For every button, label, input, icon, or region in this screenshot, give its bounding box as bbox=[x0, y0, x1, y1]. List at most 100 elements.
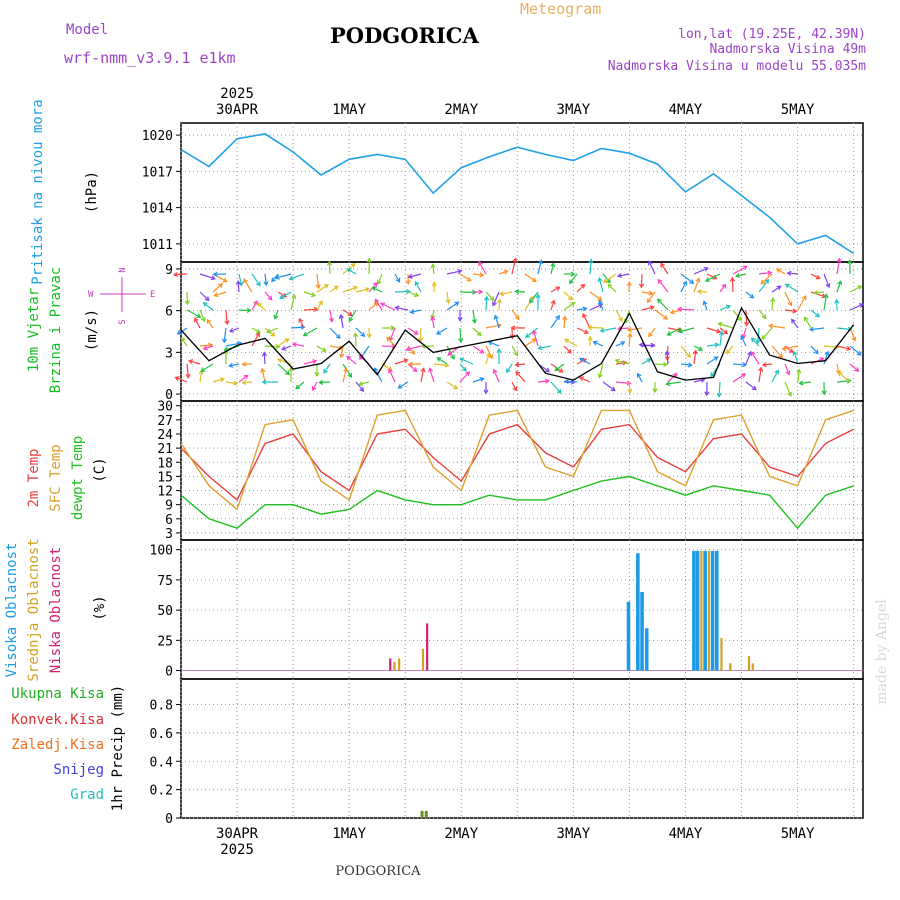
wind-arrow bbox=[420, 368, 425, 383]
wind-arrow-head bbox=[479, 272, 485, 278]
wind-arrow-head bbox=[716, 328, 722, 334]
wind-arrow-head bbox=[204, 296, 210, 302]
wind-arrow-head bbox=[300, 324, 306, 330]
wind-arrow-head bbox=[847, 259, 853, 265]
wind-arrow bbox=[667, 373, 678, 383]
y-tick-label: 25 bbox=[157, 634, 173, 649]
wind-arrow-head bbox=[580, 283, 586, 289]
wind-arrow bbox=[667, 327, 682, 336]
wind-arrow-head bbox=[346, 355, 352, 361]
wind-arrow bbox=[525, 327, 539, 338]
wind-arrow bbox=[290, 326, 305, 329]
wind-arrow bbox=[565, 380, 578, 383]
wind-arrow-head bbox=[318, 379, 324, 385]
wind-arrow-head bbox=[277, 358, 283, 363]
wind-arrow bbox=[680, 345, 691, 358]
wind-arrow bbox=[290, 294, 296, 311]
wind-arrow-head bbox=[550, 262, 556, 268]
wind-arrow bbox=[784, 291, 792, 306]
wind-arrow-head bbox=[335, 334, 341, 339]
wind-arrow-head bbox=[450, 354, 455, 360]
wind-arrow bbox=[758, 367, 762, 383]
wind-arrow-head bbox=[767, 270, 773, 276]
wind-arrow bbox=[745, 291, 754, 299]
wind-arrow bbox=[602, 381, 616, 391]
wind-arrow bbox=[814, 291, 825, 294]
wind-arrow-head bbox=[570, 301, 576, 307]
wind-arrow-head bbox=[528, 298, 534, 304]
wind-arrow bbox=[494, 315, 500, 329]
wind-arrow bbox=[380, 302, 396, 311]
temp-line-dew bbox=[180, 475, 854, 530]
wind-arrow-head bbox=[646, 358, 652, 363]
wind-arrow bbox=[703, 301, 708, 311]
wind-arrow bbox=[395, 306, 409, 311]
wind-arrow bbox=[437, 357, 448, 365]
wind-arrow-head bbox=[592, 340, 598, 346]
wind-arrow-head bbox=[394, 305, 400, 311]
wind-arrow bbox=[373, 367, 383, 383]
wind-arrow-head bbox=[749, 293, 755, 299]
y-tick-label: 0.2 bbox=[150, 784, 173, 799]
wind-arrow bbox=[627, 327, 643, 331]
wind-arrow bbox=[251, 332, 260, 347]
wind-arrow bbox=[515, 371, 526, 383]
wind-arrow-head bbox=[564, 338, 570, 344]
wind-arrow-head bbox=[626, 380, 632, 386]
wind-arrow-head bbox=[406, 289, 412, 295]
y-tick-label: 6 bbox=[165, 305, 173, 320]
x-day-label-bottom: 1MAY bbox=[332, 826, 366, 842]
wind-arrow bbox=[199, 344, 213, 347]
wind-arrow bbox=[506, 363, 513, 373]
wind-arrow-head bbox=[622, 360, 628, 366]
y-tick-label: 0.4 bbox=[150, 755, 174, 770]
wind-arrow bbox=[446, 345, 455, 360]
wind-arrow bbox=[762, 363, 773, 366]
wind-arrow-head bbox=[323, 368, 328, 374]
wind-arrow bbox=[771, 345, 783, 358]
wind-arrow-head bbox=[353, 332, 359, 338]
wind-arrow bbox=[243, 278, 253, 293]
wind-arrow bbox=[398, 381, 409, 389]
x-day-label-bottom: 3MAY bbox=[557, 826, 591, 842]
wind-arrow bbox=[498, 270, 508, 275]
wind-arrow-head bbox=[407, 273, 413, 279]
wind-arrow-head bbox=[512, 257, 518, 263]
wind-arrow-head bbox=[735, 272, 741, 279]
wind-arrow-head bbox=[506, 368, 511, 374]
wind-arrow-head bbox=[493, 314, 499, 320]
coords-text: lon,lat (19.25E, 42.39N) bbox=[678, 27, 866, 42]
wind-arrow bbox=[550, 315, 560, 329]
wind-arrow-head bbox=[597, 373, 603, 379]
wind-arrow-head bbox=[764, 278, 770, 284]
wind-arrow bbox=[797, 369, 800, 383]
wind-arrow-head bbox=[243, 374, 249, 380]
wind-arrow bbox=[212, 283, 223, 293]
wind-arrow-head bbox=[808, 326, 814, 332]
wind-arrow bbox=[292, 343, 305, 347]
wind-arrow-head bbox=[188, 359, 194, 365]
wind-arrow-head bbox=[453, 384, 459, 390]
wind-arrow-head bbox=[279, 294, 285, 299]
wind-arrow-head bbox=[647, 260, 653, 266]
panels: 1011101410171020036936912151821242730025… bbox=[4, 86, 865, 858]
wind-arrow bbox=[342, 368, 348, 383]
wind-arrow-head bbox=[338, 313, 344, 319]
wind-arrow bbox=[810, 273, 820, 280]
wind-arrow bbox=[784, 381, 792, 397]
model-label: Model bbox=[66, 22, 108, 38]
wind-arrow bbox=[849, 363, 859, 372]
wind-arrow-head bbox=[529, 295, 535, 301]
wind-arrow-head bbox=[457, 269, 463, 275]
wind-arrow-head bbox=[374, 298, 380, 304]
wind-arrow-head bbox=[652, 388, 658, 394]
wind-arrow-head bbox=[414, 292, 420, 298]
wind-arrow bbox=[263, 352, 266, 365]
wind-arrow bbox=[666, 381, 682, 385]
wind-arrow-head bbox=[535, 293, 541, 299]
wind-arrow bbox=[199, 291, 210, 301]
wind-arrow bbox=[576, 327, 589, 334]
wind-arrow-head bbox=[703, 266, 709, 272]
wind-arrow-head bbox=[273, 314, 279, 320]
wind-arrow bbox=[485, 296, 488, 311]
